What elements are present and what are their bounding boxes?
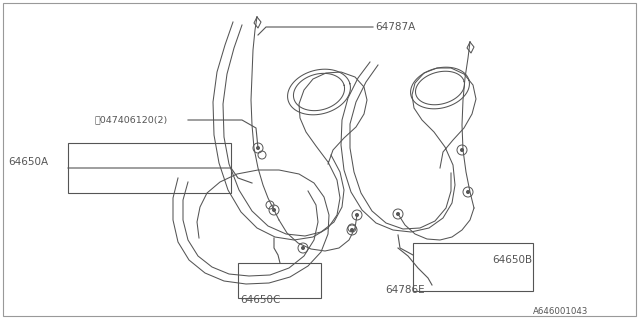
Bar — [238, 263, 321, 298]
Text: 64787A: 64787A — [375, 22, 415, 32]
Bar — [68, 143, 231, 193]
Circle shape — [396, 212, 400, 216]
Circle shape — [466, 190, 470, 194]
Circle shape — [350, 228, 354, 232]
Text: 64786E: 64786E — [385, 285, 424, 295]
Circle shape — [256, 146, 260, 150]
Text: Ⓢ047406120(2): Ⓢ047406120(2) — [95, 116, 168, 124]
Circle shape — [355, 213, 359, 217]
Text: 64650A: 64650A — [8, 157, 48, 167]
Bar — [413, 243, 533, 291]
Circle shape — [301, 246, 305, 250]
Text: 64650C: 64650C — [240, 295, 280, 305]
Text: 64650B: 64650B — [492, 255, 532, 265]
Text: A646001043: A646001043 — [533, 307, 588, 316]
Circle shape — [460, 148, 464, 152]
Circle shape — [272, 208, 276, 212]
